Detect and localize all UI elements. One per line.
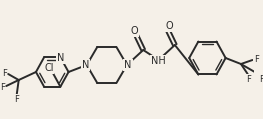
Text: F: F [254, 55, 259, 64]
Text: N: N [57, 53, 64, 63]
Text: NH: NH [151, 56, 166, 66]
Text: N: N [124, 60, 132, 70]
Text: F: F [2, 69, 7, 77]
Text: F: F [0, 82, 5, 92]
Text: O: O [131, 26, 138, 36]
Text: F: F [246, 74, 251, 84]
Text: N: N [82, 60, 89, 70]
Text: F: F [14, 94, 19, 104]
Text: O: O [165, 21, 173, 31]
Text: Cl: Cl [44, 63, 54, 73]
Text: F: F [260, 74, 263, 84]
